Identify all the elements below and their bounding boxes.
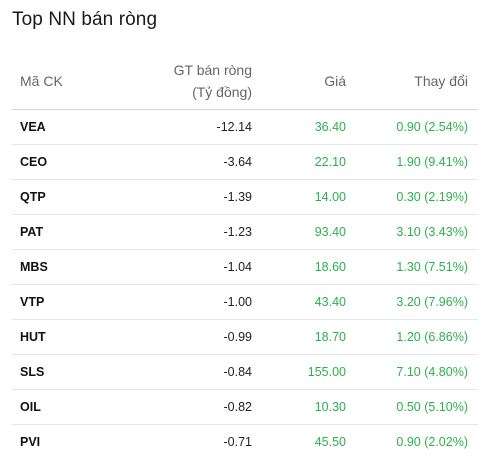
table-header-row: Mã CK GT bán ròng (Tỷ đồng) Giá Thay đổi	[12, 52, 478, 110]
price-value: 22.10	[262, 144, 356, 180]
net-sell-value: -3.64	[112, 144, 262, 180]
price-value: 93.40	[262, 214, 356, 250]
change-value: 0.50 (5.10%)	[356, 389, 478, 425]
change-value: 1.20 (6.86%)	[356, 319, 478, 355]
net-sell-value: -1.04	[112, 249, 262, 285]
net-sell-value: -1.00	[112, 284, 262, 320]
table-row[interactable]: QTP -1.39 14.00 0.30 (2.19%)	[12, 179, 478, 215]
table-row[interactable]: VEA -12.14 36.40 0.90 (2.54%)	[12, 109, 478, 145]
net-sell-value: -1.23	[112, 214, 262, 250]
stock-code[interactable]: MBS	[12, 249, 112, 285]
price-value: 18.60	[262, 249, 356, 285]
header-code: Mã CK	[12, 52, 112, 110]
table-row[interactable]: SLS -0.84 155.00 7.10 (4.80%)	[12, 354, 478, 390]
change-value: 1.90 (9.41%)	[356, 144, 478, 180]
stock-code[interactable]: VEA	[12, 109, 112, 145]
price-value: 10.30	[262, 389, 356, 425]
net-sell-value: -0.84	[112, 354, 262, 390]
net-sell-value: -0.82	[112, 389, 262, 425]
header-change: Thay đổi	[356, 52, 478, 110]
table-row[interactable]: OIL -0.82 10.30 0.50 (5.10%)	[12, 389, 478, 425]
stock-code[interactable]: PAT	[12, 214, 112, 250]
header-price: Giá	[262, 52, 356, 110]
net-sell-value: -12.14	[112, 109, 262, 145]
table-row[interactable]: VTP -1.00 43.40 3.20 (7.96%)	[12, 284, 478, 320]
change-value: 0.30 (2.19%)	[356, 179, 478, 215]
change-value: 0.90 (2.02%)	[396, 435, 468, 449]
change-value: 1.30 (7.51%)	[356, 249, 478, 285]
price-value: 45.50	[314, 435, 346, 449]
price-value: 36.40	[262, 109, 356, 145]
stock-code[interactable]: SLS	[12, 354, 112, 390]
table-row[interactable]: PAT -1.23 93.40 3.10 (3.43%)	[12, 214, 478, 250]
price-value: 43.40	[262, 284, 356, 320]
net-sell-value: -0.99	[112, 319, 262, 355]
change-value: 3.20 (7.96%)	[356, 284, 478, 320]
price-value: 14.00	[262, 179, 356, 215]
price-value: 18.70	[262, 319, 356, 355]
table-row[interactable]: PVI -0.71 45.50 0.90 (2.02%)	[12, 425, 478, 460]
change-value: 7.10 (4.80%)	[356, 354, 478, 390]
widget-title: Top NN bán ròng	[12, 9, 158, 30]
header-value-line1: GT bán ròng	[173, 61, 252, 78]
change-value: 0.90 (2.54%)	[356, 109, 478, 145]
change-value: 3.10 (3.43%)	[356, 214, 478, 250]
net-sell-value: -0.71	[223, 435, 253, 449]
header-net-sell-value: GT bán ròng (Tỷ đồng)	[112, 52, 262, 110]
stock-code[interactable]: CEO	[12, 144, 112, 180]
net-sell-value: -1.39	[112, 179, 262, 215]
stock-code[interactable]: PVI	[20, 435, 41, 449]
stock-code[interactable]: VTP	[12, 284, 112, 320]
stock-code[interactable]: HUT	[12, 319, 112, 355]
stock-code[interactable]: QTP	[12, 179, 112, 215]
header-value-line2: (Tỷ đồng)	[192, 83, 252, 100]
table-row[interactable]: MBS -1.04 18.60 1.30 (7.51%)	[12, 249, 478, 285]
table-row[interactable]: HUT -0.99 18.70 1.20 (6.86%)	[12, 319, 478, 355]
stock-code[interactable]: OIL	[12, 389, 112, 425]
price-value: 155.00	[262, 354, 356, 390]
table-row[interactable]: CEO -3.64 22.10 1.90 (9.41%)	[12, 144, 478, 180]
net-sell-table: Mã CK GT bán ròng (Tỷ đồng) Giá Thay đổi…	[12, 52, 478, 459]
